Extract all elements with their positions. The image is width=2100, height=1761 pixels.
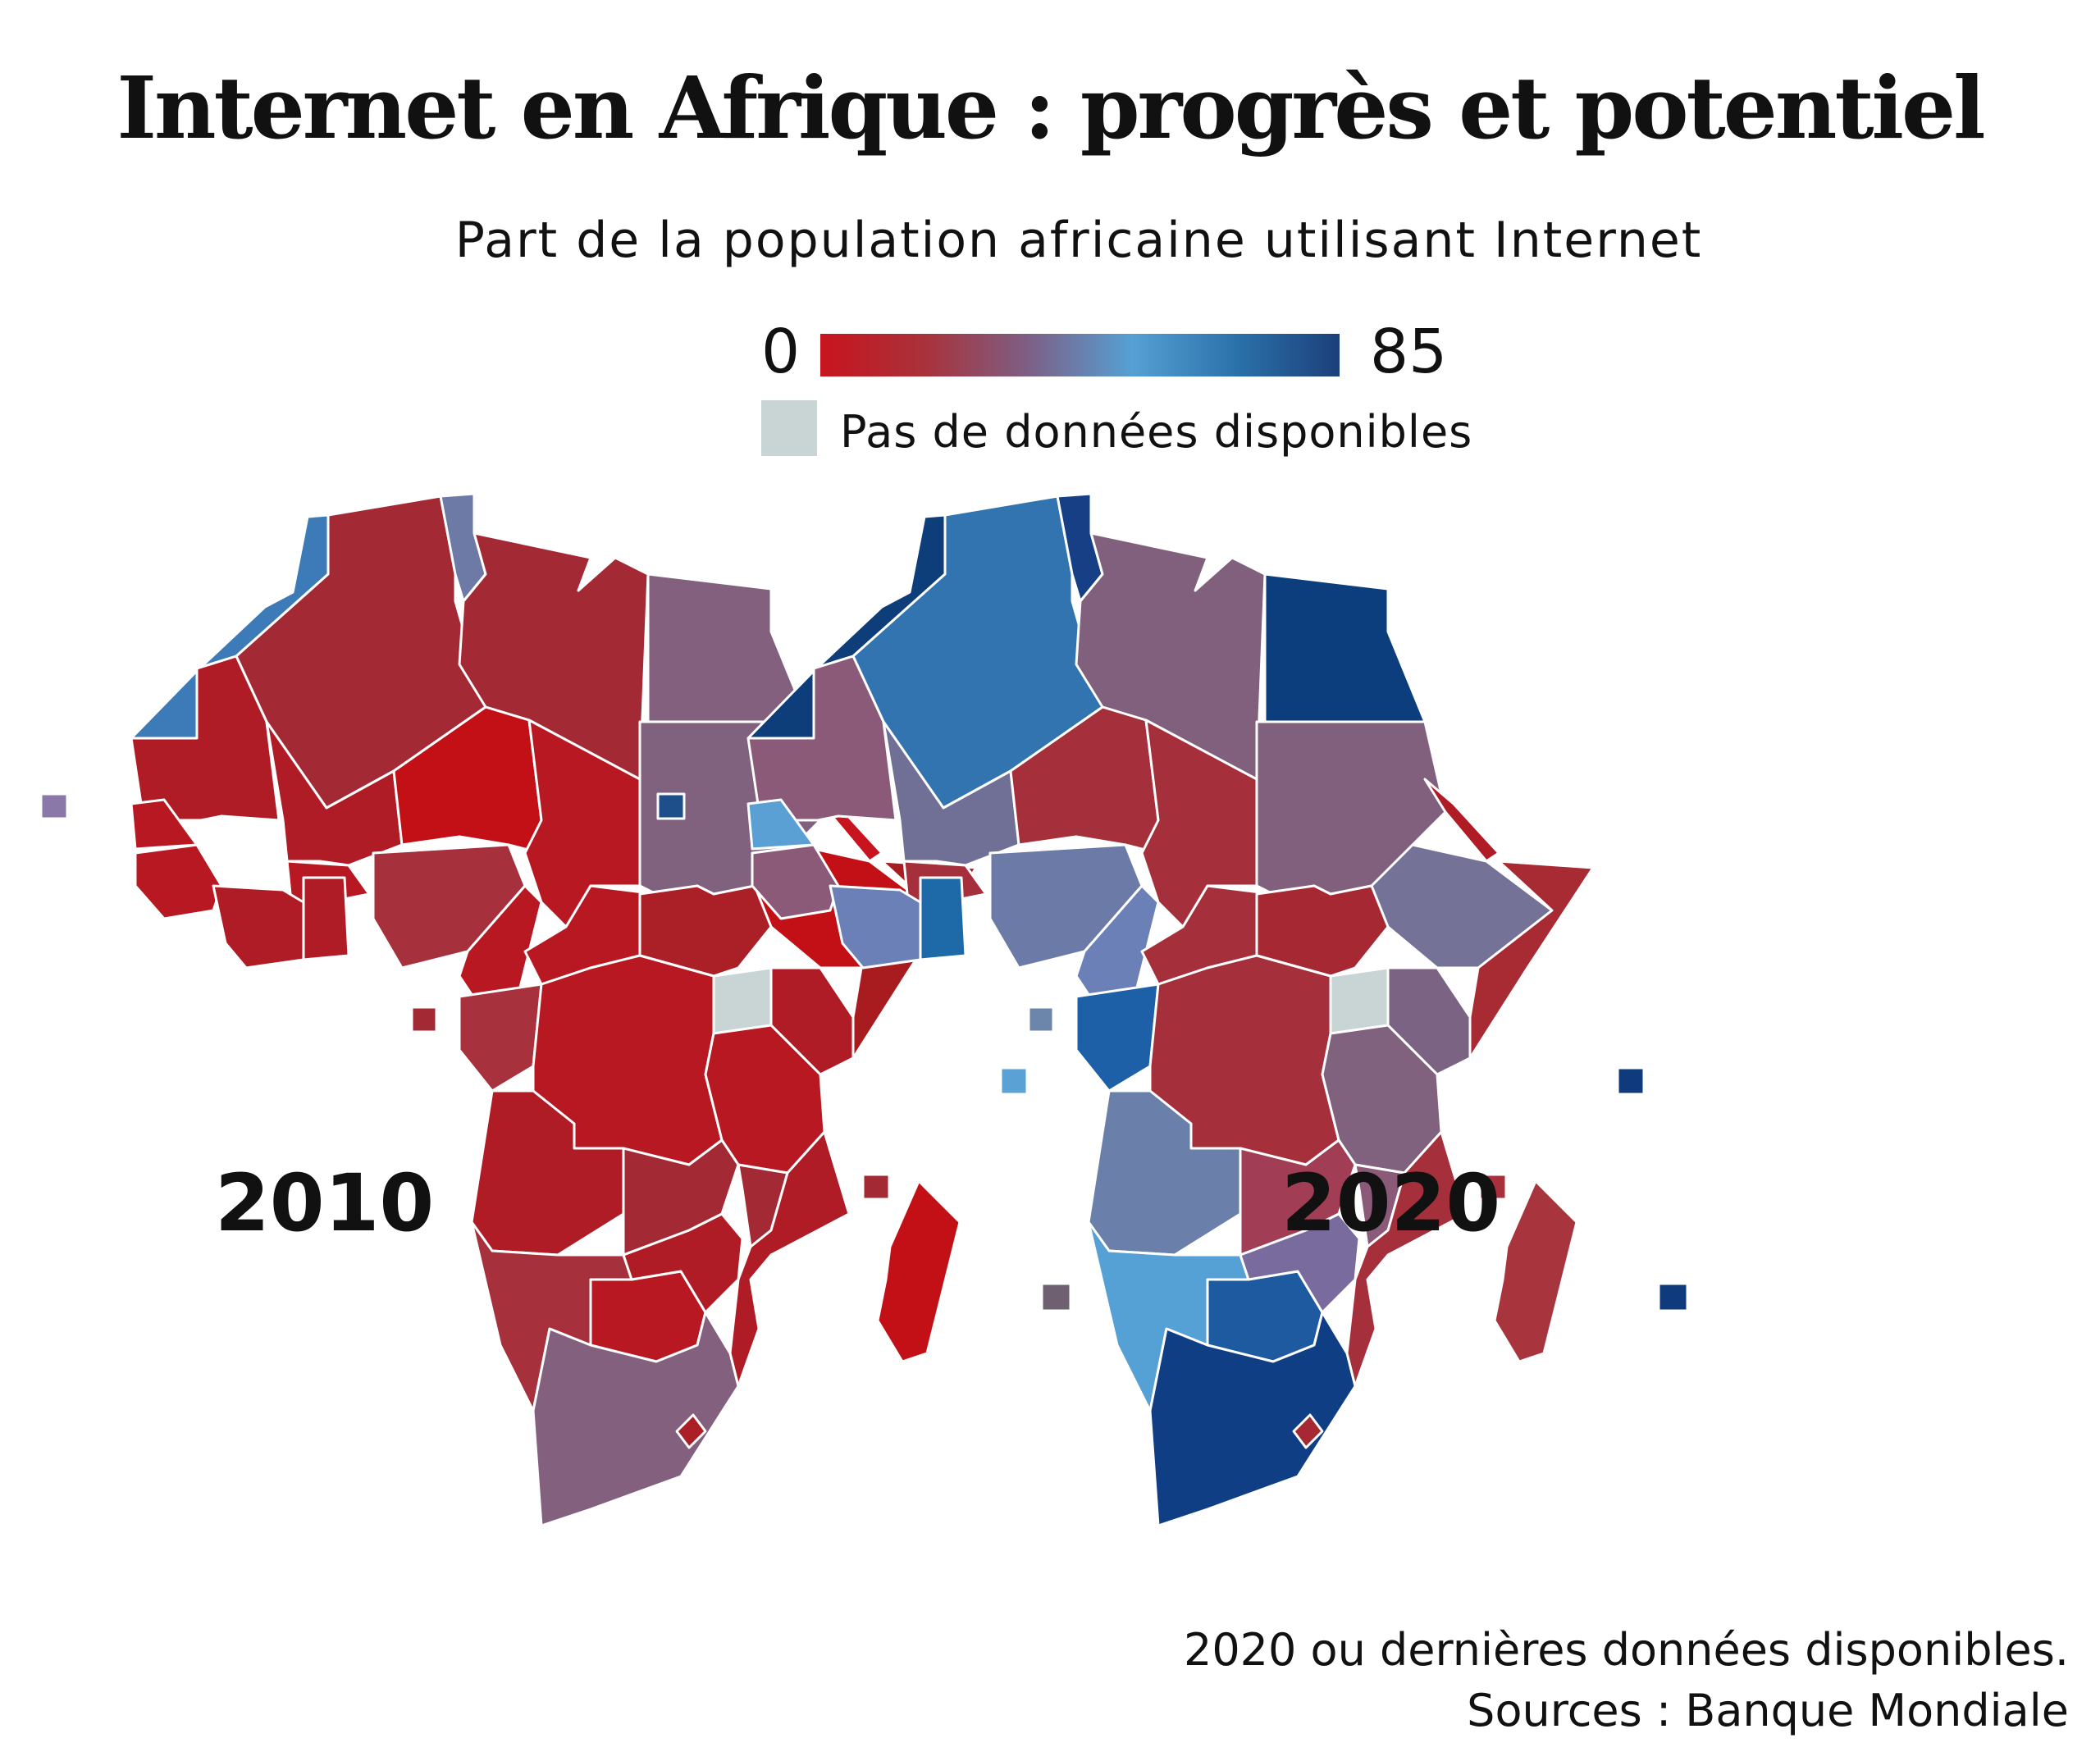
- country-egypte-2020: [1263, 573, 1427, 723]
- country-madagascar-2010: [876, 1179, 961, 1363]
- country-seychelles-2010: [999, 1066, 1029, 1096]
- country-guinee-2020: [751, 843, 840, 920]
- country-seychelles-2020: [1616, 1066, 1646, 1096]
- country-mozambique-2020: [1345, 1130, 1468, 1388]
- footnote: 2020 ou dernières données disponibles. S…: [1184, 1620, 2069, 1741]
- country-comores-2020: [1478, 1173, 1508, 1201]
- legend-min-label: 0: [761, 317, 801, 387]
- no-data-label: Pas de données disponibles: [840, 406, 1473, 458]
- country-afrique-sud-2010: [532, 1311, 740, 1527]
- country-maurice-2010: [1040, 1282, 1072, 1312]
- country-mozambique-2010: [728, 1130, 851, 1388]
- country-cap-vert-2010: [39, 792, 69, 820]
- footnote-source: Sources : Banque Mondiale: [1467, 1685, 2069, 1736]
- country-lesotho-2020: [1292, 1413, 1324, 1449]
- country-afrique-sud-2020: [1148, 1311, 1357, 1527]
- country-zimbabwe-2020: [1239, 1212, 1361, 1314]
- map-title: Internet en Afrique : progrès et potenti…: [116, 57, 1985, 158]
- country-guinee-2010: [134, 843, 223, 920]
- country-erythree-2020: [1423, 778, 1500, 863]
- year-label-2020: 2020: [1281, 1157, 1500, 1249]
- country-maurice-2020: [1657, 1282, 1689, 1312]
- map-2010: [39, 492, 1072, 1527]
- country-egypte-2010: [646, 573, 810, 723]
- map-2020: [656, 492, 1689, 1527]
- country-zimbabwe-2010: [622, 1212, 744, 1314]
- footnote-note: 2020 ou dernières données disponibles.: [1183, 1624, 2069, 1676]
- country-ghana-2010: [302, 876, 350, 961]
- map-subtitle: Part de la population africaine utilisan…: [454, 212, 1703, 269]
- country-cote-ivoire-2010: [212, 884, 305, 969]
- legend-max-label: 85: [1370, 317, 1448, 387]
- country-lesotho-2010: [675, 1413, 707, 1449]
- country-gabon-congo-2020: [1075, 983, 1160, 1093]
- country-gabon-congo-2010: [458, 983, 543, 1093]
- no-data-swatch: [761, 400, 817, 456]
- year-label-2010: 2010: [215, 1157, 434, 1249]
- country-madagascar-2020: [1493, 1179, 1578, 1363]
- country-ghana-2020: [919, 876, 967, 961]
- country-cap-vert-2020: [656, 792, 686, 820]
- legend-color-scale: [820, 334, 1340, 376]
- country-sao-tome-2020: [1027, 1006, 1055, 1033]
- country-ouganda-2020: [1329, 966, 1390, 1035]
- country-comores-2010: [861, 1173, 891, 1201]
- country-ouganda-2010: [712, 966, 773, 1035]
- country-sao-tome-2010: [410, 1006, 438, 1033]
